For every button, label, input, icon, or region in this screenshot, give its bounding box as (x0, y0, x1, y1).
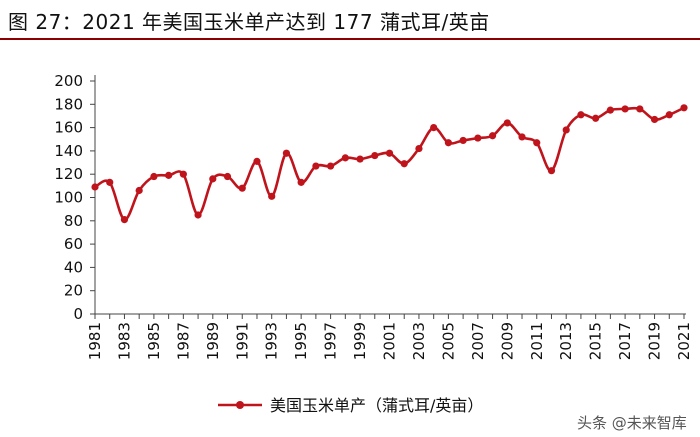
data-points (91, 104, 688, 224)
data-point (165, 171, 173, 179)
y-tick-label: 120 (54, 165, 83, 183)
data-point (223, 172, 232, 181)
data-point (577, 111, 585, 119)
x-tick-label: 1983 (115, 322, 133, 360)
data-point (474, 134, 482, 142)
data-point (194, 211, 202, 219)
y-tick-label: 40 (64, 258, 83, 276)
title-divider (0, 38, 700, 40)
y-tick-label: 20 (64, 282, 83, 300)
data-point (179, 170, 187, 178)
x-tick-label: 1997 (322, 322, 340, 360)
data-point (444, 139, 452, 147)
data-point (91, 183, 99, 191)
axes (94, 75, 686, 315)
data-point (488, 132, 497, 140)
y-tick-label: 160 (54, 119, 83, 137)
data-point (120, 216, 129, 224)
data-point (385, 149, 394, 157)
y-tick-label: 0 (73, 305, 83, 323)
data-point (430, 124, 438, 132)
chart-title: 图 27：2021 年美国玉米单产达到 177 蒲式耳/英亩 (8, 10, 490, 34)
x-tick-label: 2021 (675, 322, 693, 360)
data-point (665, 111, 673, 119)
data-point (238, 184, 246, 192)
y-tick-label: 80 (64, 212, 83, 230)
x-tick-label: 2005 (439, 322, 457, 360)
data-point (106, 178, 114, 186)
watermark-text: 头条 @未来智库 (577, 414, 687, 432)
data-point (268, 192, 276, 200)
x-tick-label: 1993 (263, 322, 281, 360)
data-point (547, 167, 556, 175)
data-point (503, 119, 511, 127)
x-tick-label: 2001 (381, 322, 399, 360)
data-point (312, 162, 320, 170)
data-point (400, 160, 408, 168)
x-tick-label: 2003 (410, 322, 428, 360)
data-point (253, 157, 261, 165)
y-tick-label: 100 (54, 189, 83, 207)
data-point (592, 114, 600, 122)
data-point (562, 126, 570, 134)
x-axis-ticks: 1981 1983 1985 1987 1989 1991 1993 1995 1997 1999… (86, 314, 693, 360)
x-tick-label: 2009 (498, 322, 516, 360)
data-point (297, 178, 305, 186)
data-point (356, 155, 364, 163)
data-point (209, 175, 217, 183)
data-point (680, 104, 688, 112)
y-tick-label: 200 (54, 72, 83, 90)
y-tick-label: 60 (64, 235, 83, 253)
x-tick-label: 1981 (86, 322, 104, 360)
x-tick-label: 2013 (557, 322, 575, 360)
x-tick-label: 1991 (233, 322, 251, 360)
data-point (341, 154, 349, 162)
y-axis-ticks: 0 20 40 60 80 100 120 140 160 180 200 (54, 72, 95, 323)
legend-label: 美国玉米单产（蒲式耳/英亩） (270, 396, 483, 415)
data-point (415, 144, 423, 153)
data-point (150, 172, 158, 181)
x-tick-label: 2017 (616, 322, 634, 360)
x-tick-label: 1985 (145, 322, 163, 360)
data-point (135, 186, 143, 195)
data-point (518, 133, 526, 141)
data-point (327, 162, 335, 170)
data-point (650, 115, 659, 124)
data-point (606, 106, 614, 114)
data-point (371, 151, 379, 160)
x-tick-label: 2015 (587, 322, 605, 360)
data-point (282, 149, 291, 157)
x-tick-label: 2007 (469, 322, 487, 360)
x-tick-label: 1995 (292, 322, 310, 360)
legend-marker (236, 401, 244, 409)
legend: 美国玉米单产（蒲式耳/英亩） (218, 396, 483, 415)
x-tick-label: 2019 (646, 322, 664, 360)
data-point (621, 105, 629, 113)
x-tick-label: 1999 (351, 322, 369, 360)
x-tick-label: 1989 (204, 322, 222, 360)
data-point (636, 105, 644, 113)
data-point (459, 136, 467, 145)
data-point (533, 139, 541, 147)
series-line (94, 106, 685, 221)
y-tick-label: 180 (54, 95, 83, 113)
x-tick-label: 1987 (174, 322, 192, 360)
y-tick-label: 140 (54, 142, 83, 160)
x-tick-label: 2011 (528, 322, 546, 360)
